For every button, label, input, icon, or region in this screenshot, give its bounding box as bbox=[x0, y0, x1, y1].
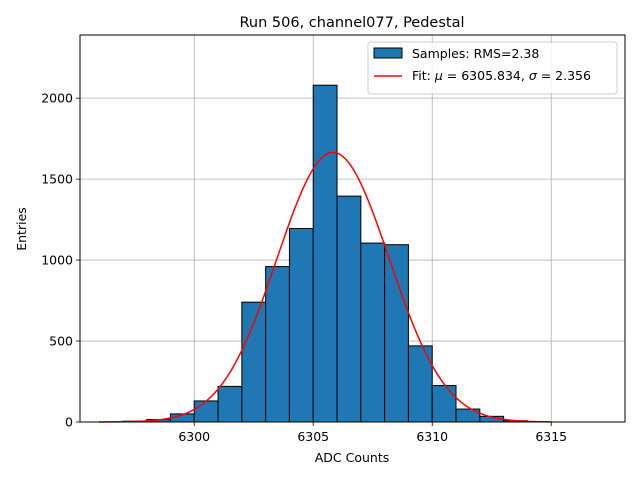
histogram-bar bbox=[384, 244, 409, 423]
plot-frame bbox=[79, 34, 626, 423]
legend-box bbox=[367, 41, 618, 95]
y-axis-label: Entries bbox=[14, 207, 29, 251]
x-axis-ticks: 6300 6305 6310 6315 bbox=[178, 422, 567, 444]
legend-fit-prefix: Fit: bbox=[412, 68, 435, 83]
x-tick-label: 6300 bbox=[178, 429, 210, 444]
histogram-bar bbox=[217, 385, 243, 423]
histogram-bar bbox=[431, 385, 457, 423]
legend: Samples: RMS=2.38 Fit: μ = 6305.834, σ =… bbox=[367, 41, 618, 95]
legend-fit-mu-symbol: μ bbox=[434, 68, 443, 83]
legend-histogram-swatch bbox=[373, 47, 403, 59]
x-tick-label: 6305 bbox=[297, 429, 329, 444]
y-tick-label: 2000 bbox=[41, 91, 73, 106]
histogram-bar bbox=[265, 266, 290, 423]
histogram-bar bbox=[360, 242, 386, 423]
y-tick-label: 1500 bbox=[41, 172, 73, 187]
y-tick-label: 1000 bbox=[41, 253, 73, 268]
y-axis-ticks: 0 500 1000 1500 2000 bbox=[41, 91, 80, 430]
x-tick-label: 6310 bbox=[416, 429, 448, 444]
histogram-bar bbox=[288, 228, 314, 423]
legend-histogram-label: Samples: RMS=2.38 bbox=[412, 46, 539, 61]
x-axis-label: ADC Counts bbox=[315, 450, 390, 465]
histogram-bar bbox=[241, 301, 267, 423]
chart-title: Run 506, channel077, Pedestal bbox=[239, 15, 464, 31]
legend-fit-sigma-text: = 2.356 bbox=[537, 68, 591, 83]
x-tick-label: 6315 bbox=[535, 429, 567, 444]
histogram-bar bbox=[193, 400, 219, 423]
y-tick-label: 0 bbox=[65, 415, 73, 430]
legend-fit-mu-text: = 6305.834, bbox=[443, 68, 529, 83]
histogram-bar bbox=[312, 84, 338, 423]
legend-fit-label: Fit: μ = 6305.834, σ = 2.356 bbox=[412, 68, 591, 83]
histogram-bar bbox=[336, 195, 362, 423]
legend-fit-sigma-symbol: σ bbox=[529, 68, 538, 83]
fit-curve bbox=[99, 151, 552, 423]
y-tick-label: 500 bbox=[49, 334, 73, 349]
